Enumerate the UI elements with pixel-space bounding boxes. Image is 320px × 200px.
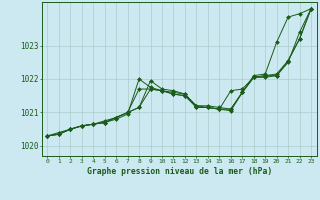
X-axis label: Graphe pression niveau de la mer (hPa): Graphe pression niveau de la mer (hPa) [87,167,272,176]
